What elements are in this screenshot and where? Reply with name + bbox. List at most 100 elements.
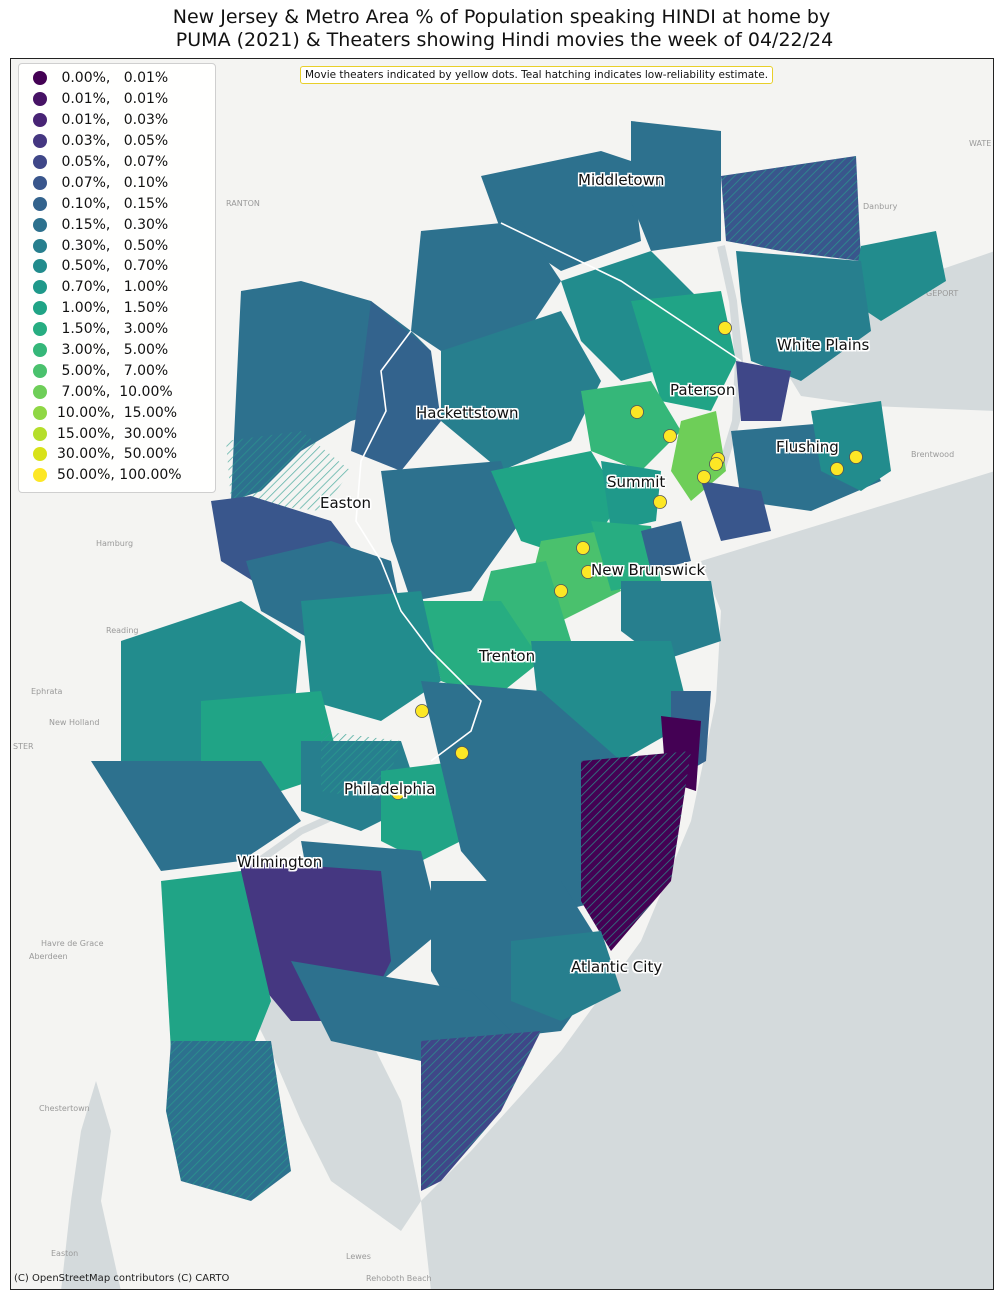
- theater-marker[interactable]: [709, 457, 723, 471]
- legend-swatch: [33, 405, 47, 420]
- region-bergen: [631, 291, 736, 411]
- theater-marker[interactable]: [630, 405, 644, 419]
- region-union: [601, 461, 661, 531]
- svg-text:Ephrata: Ephrata: [31, 687, 63, 696]
- legend-item: 0.00%, 0.01%: [19, 68, 215, 89]
- region-cumberland: [291, 961, 521, 1061]
- theater-marker[interactable]: [576, 541, 590, 555]
- legend-item: 30.00%, 50.00%: [19, 444, 215, 465]
- puma-layer: [91, 121, 946, 1201]
- legend-swatch: [33, 71, 47, 86]
- theater-marker[interactable]: [581, 565, 595, 579]
- legend-item: 0.07%, 0.10%: [19, 172, 215, 193]
- legend: 0.00%, 0.01% 0.01%, 0.01% 0.01%, 0.03% 0…: [18, 63, 216, 493]
- region-ny-orange: [631, 121, 721, 251]
- theater-marker[interactable]: [830, 462, 844, 476]
- legend-swatch: [33, 322, 47, 337]
- theater-marker[interactable]: [455, 746, 469, 760]
- theater-marker[interactable]: [663, 429, 677, 443]
- legend-swatch: [33, 468, 47, 483]
- city-label: White Plains: [777, 336, 870, 354]
- legend-label: 0.70%, 1.00%: [57, 279, 169, 296]
- region-bucks: [301, 591, 441, 721]
- legend-item: 0.01%, 0.03%: [19, 110, 215, 131]
- svg-text:Rehoboth Beach: Rehoboth Beach: [366, 1274, 432, 1283]
- legend-swatch: [33, 280, 47, 295]
- legend-label: 0.01%, 0.01%: [57, 91, 169, 108]
- legend-label: 0.00%, 0.01%: [57, 70, 169, 87]
- theater-marker[interactable]: [718, 321, 732, 335]
- map-title-line2: PUMA (2021) & Theaters showing Hindi mov…: [169, 29, 834, 51]
- legend-swatch: [33, 175, 47, 190]
- theater-marker[interactable]: [849, 450, 863, 464]
- svg-text:Lewes: Lewes: [346, 1252, 371, 1261]
- region-bronx: [736, 361, 791, 421]
- legend-label: 5.00%, 7.00%: [57, 362, 169, 379]
- legend-item: 50.00%, 100.00%: [19, 465, 215, 486]
- legend-swatch: [33, 217, 47, 232]
- region-burlington: [421, 681, 621, 921]
- legend-swatch: [33, 92, 47, 107]
- region-essex: [581, 381, 681, 471]
- legend-label: 0.03%, 0.05%: [57, 133, 169, 150]
- city-label: Easton: [320, 494, 372, 512]
- legend-label: 1.50%, 3.00%: [57, 321, 169, 338]
- region-putnam-hatch: [721, 156, 861, 261]
- legend-swatch: [33, 384, 47, 399]
- region-brooklyn: [701, 481, 771, 541]
- city-label: New Brunswick: [591, 561, 706, 579]
- svg-text:Danbury: Danbury: [863, 202, 898, 211]
- svg-text:RANTON: RANTON: [226, 199, 260, 208]
- legend-item: 5.00%, 7.00%: [19, 360, 215, 381]
- region-northwest-pa-b: [226, 431, 351, 511]
- legend-item: 0.05%, 0.07%: [19, 152, 215, 173]
- legend-label: 15.00%, 30.00%: [57, 425, 178, 442]
- svg-text:Reading: Reading: [106, 626, 138, 635]
- legend-swatch: [33, 363, 47, 378]
- legend-label: 1.00%, 1.50%: [57, 300, 169, 317]
- svg-text:Havre de Grace: Havre de Grace: [41, 939, 104, 948]
- water-layer: [61, 245, 993, 1289]
- map-panel[interactable]: RANTON Hamburg Reading Ephrata New Holla…: [10, 58, 994, 1290]
- legend-label: 0.50%, 0.70%: [57, 258, 169, 275]
- legend-item: 10.00%, 15.00%: [19, 402, 215, 423]
- region-connecticut: [851, 231, 946, 321]
- theater-marker[interactable]: [653, 495, 667, 509]
- region-ocean-s-hatch: [581, 751, 691, 951]
- region-chester: [91, 761, 301, 871]
- city-label: Atlantic City: [571, 958, 663, 976]
- theater-layer: [391, 321, 863, 800]
- legend-swatch: [33, 259, 47, 274]
- svg-text:Brentwood: Brentwood: [911, 450, 954, 459]
- theater-marker[interactable]: [391, 786, 405, 800]
- long-island-sound: [761, 251, 993, 411]
- legend-label: 0.15%, 0.30%: [57, 216, 169, 233]
- city-label: Trenton: [479, 647, 536, 665]
- city-label: Philadelphia: [344, 780, 436, 798]
- city-label: Middletown: [578, 171, 665, 189]
- legend-label: 3.00%, 5.00%: [57, 342, 169, 359]
- region-mercer: [421, 601, 541, 701]
- legend-item: 0.15%, 0.30%: [19, 214, 215, 235]
- legend-label: 0.01%, 0.03%: [57, 112, 169, 129]
- legend-swatch: [33, 447, 47, 462]
- theater-marker[interactable]: [554, 584, 568, 598]
- theater-marker[interactable]: [697, 470, 711, 484]
- legend-item: 0.03%, 0.05%: [19, 131, 215, 152]
- city-label: Hackettstown: [416, 404, 519, 422]
- legend-label: 0.30%, 0.50%: [57, 237, 169, 254]
- state-borders: [355, 222, 742, 762]
- legend-item: 0.01%, 0.01%: [19, 89, 215, 110]
- legend-item: 0.10%, 0.15%: [19, 193, 215, 214]
- nj-pa-border: [355, 330, 482, 762]
- theater-marker[interactable]: [415, 704, 429, 718]
- legend-item: 0.30%, 0.50%: [19, 235, 215, 256]
- region-cape-may-hatch: [421, 1031, 541, 1191]
- legend-item: 1.00%, 1.50%: [19, 298, 215, 319]
- legend-item: 15.00%, 30.00%: [19, 423, 215, 444]
- city-label: Wilmington: [237, 853, 323, 871]
- legend-swatch: [33, 113, 47, 128]
- legend-swatch: [33, 196, 47, 211]
- attribution: (C) OpenStreetMap contributors (C) CARTO: [14, 1273, 230, 1284]
- legend-label: 0.07%, 0.10%: [57, 174, 169, 191]
